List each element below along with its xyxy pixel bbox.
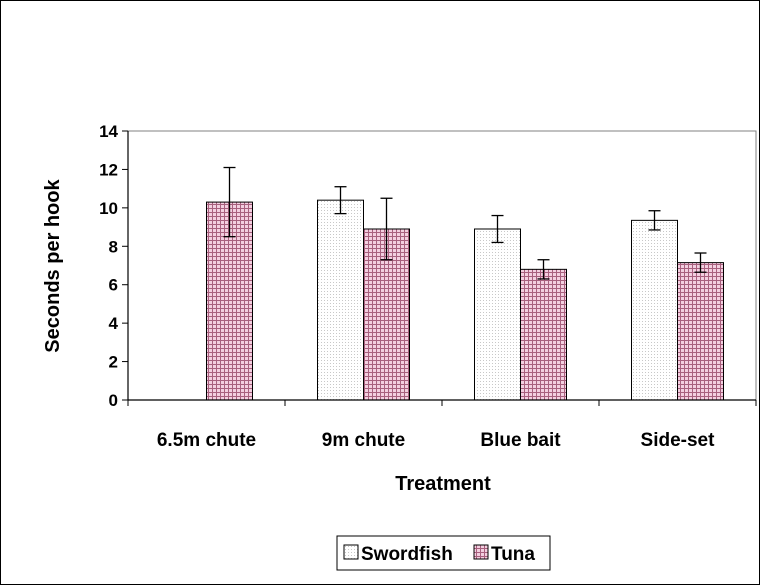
error-bars-layer bbox=[223, 166, 707, 280]
error-bar-swordfish-3 bbox=[491, 214, 504, 244]
y-axis-title: Seconds per hook bbox=[42, 178, 64, 352]
x-tick-label-4: Side-set bbox=[641, 430, 716, 451]
x-tick-label-2: 9m chute bbox=[322, 430, 405, 451]
x-axis-title: Treatment bbox=[395, 473, 491, 495]
y-tick-label-14: 14 bbox=[99, 122, 118, 141]
y-tick-label-10: 10 bbox=[99, 199, 118, 218]
legend-swatch-tuna bbox=[473, 544, 489, 560]
legend-label-swordfish: Swordfish bbox=[361, 544, 453, 565]
axes-layer bbox=[122, 130, 757, 406]
y-tick-label-6: 6 bbox=[109, 276, 118, 295]
error-bar-swordfish-2 bbox=[334, 186, 347, 215]
bar-swordfish-3 bbox=[474, 228, 521, 401]
error-bar-swordfish-4 bbox=[648, 210, 661, 231]
x-tick-labels: 6.5m chute 9m chute Blue bait Side-set bbox=[157, 430, 715, 451]
legend-box bbox=[336, 535, 551, 571]
error-bar-tuna-2 bbox=[380, 197, 393, 261]
bar-swordfish-2 bbox=[317, 199, 364, 401]
bar-tuna-3 bbox=[520, 268, 567, 401]
y-tick-label-4: 4 bbox=[109, 314, 119, 333]
y-tick-labels: 0 2 4 6 8 10 12 14 bbox=[99, 122, 118, 410]
legend: Swordfish Tuna bbox=[336, 535, 551, 571]
bar-tuna-4 bbox=[677, 262, 724, 401]
y-tick-label-12: 12 bbox=[99, 160, 118, 179]
legend-swatch-swordfish bbox=[343, 544, 359, 560]
y-tick-label-8: 8 bbox=[109, 237, 118, 256]
error-bar-tuna-3 bbox=[537, 259, 550, 280]
legend-label-tuna: Tuna bbox=[491, 544, 535, 565]
y-tick-label-2: 2 bbox=[109, 353, 118, 372]
x-tick-label-3: Blue bait bbox=[480, 430, 561, 451]
error-bar-tuna-1 bbox=[223, 166, 236, 238]
y-tick-label-0: 0 bbox=[109, 391, 118, 410]
x-tick-label-1: 6.5m chute bbox=[157, 430, 256, 451]
bar-swordfish-4 bbox=[631, 219, 678, 401]
error-bar-tuna-4 bbox=[694, 252, 707, 273]
